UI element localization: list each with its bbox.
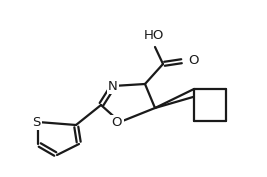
- Text: S: S: [32, 116, 40, 129]
- Text: O: O: [112, 116, 122, 130]
- Text: O: O: [188, 55, 198, 67]
- Text: HO: HO: [144, 29, 164, 42]
- Text: N: N: [108, 79, 118, 93]
